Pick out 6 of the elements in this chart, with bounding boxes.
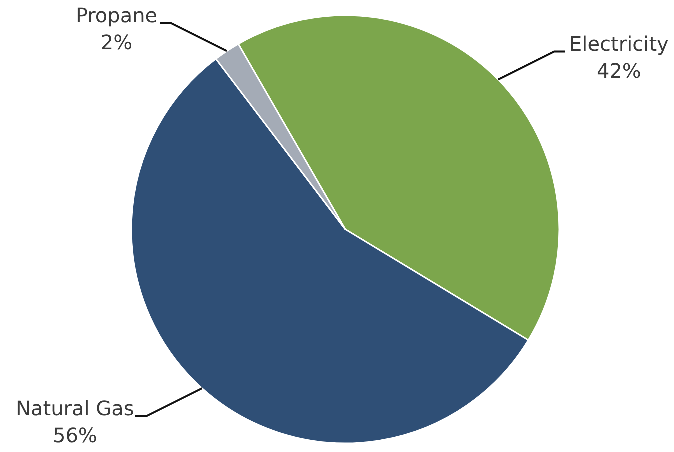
data-label: 56%: [52, 424, 98, 448]
slice-label: Electricity: [570, 32, 670, 56]
slice-label: Propane: [76, 3, 158, 28]
data-label: 2%: [100, 30, 133, 54]
data-label: 42%: [596, 58, 642, 83]
slice-label: Natural Gas: [16, 396, 134, 421]
